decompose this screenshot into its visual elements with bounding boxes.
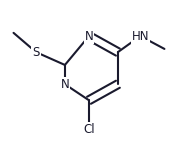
Text: S: S: [32, 46, 40, 59]
Text: Cl: Cl: [83, 123, 95, 136]
Text: HN: HN: [132, 30, 149, 43]
Text: N: N: [85, 30, 93, 43]
Text: N: N: [60, 78, 69, 91]
